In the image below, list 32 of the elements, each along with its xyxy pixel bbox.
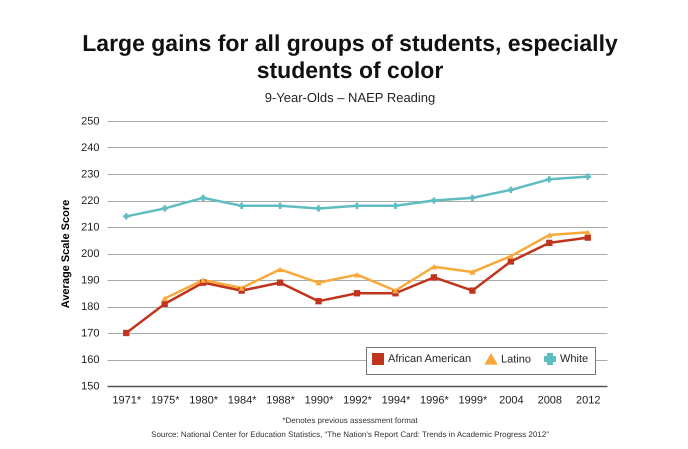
y-tick-label: 210 bbox=[81, 222, 100, 234]
y-tick-label: 150 bbox=[81, 380, 100, 392]
y-axis-title: Average Scale Score bbox=[60, 200, 72, 308]
x-tick-label: 1990* bbox=[304, 394, 334, 406]
x-tick-label: 2008 bbox=[538, 394, 562, 406]
x-tick-label: 1971* bbox=[112, 394, 142, 406]
y-tick-label: 180 bbox=[81, 301, 100, 313]
source-note: Source: National Center for Education Statistics, “The Nation's Report Card: Trends in Academic Progress 2012” bbox=[150, 429, 550, 441]
y-tick-label: 230 bbox=[81, 168, 100, 180]
chart-title: Large gains for all groups of students, especially students of color bbox=[81, 30, 619, 84]
y-tick-label: 160 bbox=[81, 354, 100, 366]
y-tick-label: 190 bbox=[81, 274, 100, 286]
text: *Denotes previous assessment format bbox=[281, 415, 419, 427]
x-tick-label: 1992* bbox=[343, 394, 373, 406]
x-tick-label: 2004 bbox=[499, 394, 524, 406]
x-tick-label: 1984* bbox=[228, 394, 258, 406]
legend-label: Latino bbox=[501, 353, 531, 366]
y-tick-label: 200 bbox=[81, 248, 100, 260]
x-tick-label: 1980* bbox=[189, 394, 219, 406]
y-tick-label: 220 bbox=[81, 195, 100, 207]
x-tick-label: 1999* bbox=[458, 394, 488, 406]
x-tick-label: 1988* bbox=[266, 394, 296, 406]
y-tick-label: 240 bbox=[81, 142, 100, 154]
x-tick-label: 2012 bbox=[576, 394, 601, 406]
y-tick-label: 250 bbox=[81, 116, 100, 128]
chart-subtitle: 9-Year-Olds – NAEP Reading bbox=[264, 90, 436, 105]
x-tick-label: 1975* bbox=[150, 394, 180, 406]
x-tick-label: 1996* bbox=[420, 394, 450, 406]
legend-label: African American bbox=[388, 353, 472, 365]
legend-label: White bbox=[560, 353, 588, 365]
x-tick-label: 1994* bbox=[382, 394, 412, 406]
y-tick-label: 170 bbox=[81, 328, 100, 340]
